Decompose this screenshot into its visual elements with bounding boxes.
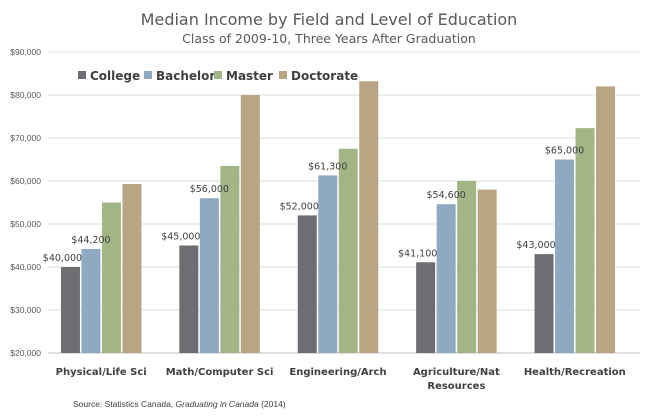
legend-swatch [144,71,152,79]
source-note: Source: Statistics Canada, Graduating in… [73,399,286,409]
source-prefix: Source: Statistics Canada, [73,399,176,409]
x-tick-label: Physical/Life Sci [56,367,147,378]
data-label: $56,000 [190,184,229,195]
y-tick-label: $60,000 [10,176,41,186]
bar-bachelor [555,159,575,353]
bar-bachelor [81,248,101,353]
bar-college [60,267,80,353]
x-tick-label: Engineering/Arch [289,367,386,378]
data-label: $41,100 [398,248,437,259]
bar-college [179,245,199,353]
legend-item-master: Master [214,69,273,83]
data-label: $43,000 [516,240,555,251]
y-axis: $20,000 $30,000 $40,000 $50,000 $60,000 $70,0… [10,47,41,358]
bar-doctorate [122,184,142,353]
data-label: $54,600 [427,190,466,201]
chart-title: Median Income by Field and Level of Educ… [141,10,518,29]
x-tick-label: Agriculture/Nat [413,367,500,378]
data-label: $65,000 [545,146,584,157]
data-label: $52,000 [280,201,319,212]
bar-college [297,215,317,353]
bar-doctorate [240,95,260,353]
y-tick-label: $50,000 [10,219,41,229]
legend: College Bachelor Master Doctorate [78,69,358,83]
bar-master [575,128,595,353]
bar-bachelor [436,204,456,353]
bar-college [416,262,436,353]
bar-master [101,202,121,353]
bar-master [457,181,477,353]
bar-master [220,165,240,353]
legend-swatch [214,71,222,79]
legend-item-college: College [78,69,140,83]
data-label: $45,000 [161,232,200,243]
legend-label: Doctorate [291,69,358,83]
y-tick-label: $40,000 [10,262,41,272]
y-tick-label: $70,000 [10,133,41,143]
bar-master [338,148,358,353]
bar-bachelor [199,198,219,353]
source-title: Graduating in Canada [176,399,259,409]
source-suffix: (2014) [259,399,286,409]
legend-label: College [90,69,140,83]
data-label: $40,000 [43,253,82,264]
legend-item-doctorate: Doctorate [279,69,358,83]
legend-swatch [279,71,287,79]
bar-doctorate [477,189,497,353]
legend-label: Bachelor [156,69,215,83]
legend-label: Master [226,69,273,83]
legend-item-bachelor: Bachelor [144,69,215,83]
y-tick-label: $20,000 [10,348,41,358]
data-label: $61,300 [308,161,347,172]
bar-doctorate [359,81,379,354]
x-tick-label: Health/Recreation [524,367,626,378]
x-tick-label: Math/Computer Sci [166,367,274,378]
x-axis: Physical/Life Sci Math/Computer Sci Engine… [56,367,626,392]
bar-doctorate [596,86,616,354]
y-tick-label: $30,000 [10,305,41,315]
chart-subtitle: Class of 2009-10, Three Years After Grad… [182,31,476,46]
y-tick-label: $90,000 [10,47,41,57]
y-tick-label: $80,000 [10,90,41,100]
legend-swatch [78,71,86,79]
bar-college [534,254,554,353]
data-labels: $40,000 $44,200 $45,000 $56,000 $52,000 $61,3… [43,146,584,265]
data-label: $44,200 [71,235,110,246]
bars [60,81,616,354]
bar-bachelor [318,175,338,353]
x-tick-label: Resources [427,381,485,392]
